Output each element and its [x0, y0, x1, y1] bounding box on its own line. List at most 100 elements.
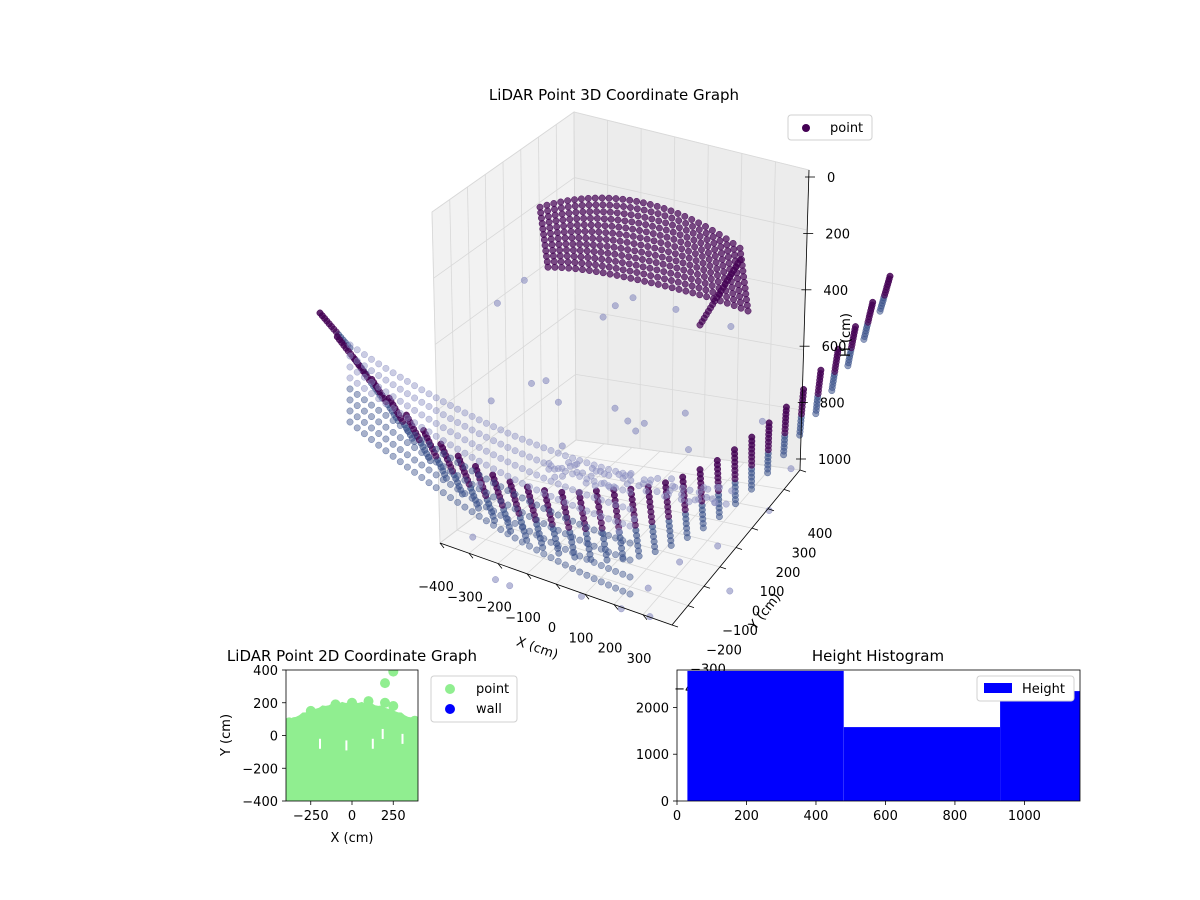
point-3d [687, 268, 695, 276]
point-3d [678, 245, 686, 253]
point-3d [743, 296, 750, 304]
point-3d [411, 456, 419, 464]
point-3d [728, 283, 736, 291]
point-3d [702, 229, 710, 237]
point-3d [630, 240, 638, 248]
x-tick-mark [584, 594, 590, 600]
point-3d [722, 500, 730, 508]
point-3d [594, 221, 602, 229]
point-3d [654, 474, 662, 482]
point-3d [736, 298, 744, 306]
point-3d [368, 424, 375, 432]
point-3d [469, 533, 477, 541]
point-3d [734, 275, 741, 283]
point-3d [561, 499, 569, 506]
point-3d [497, 469, 505, 477]
point-3d [493, 299, 501, 307]
point-3d [743, 301, 751, 309]
chart-3d: LiDAR Point 3D Coordinate Graph −400−300… [316, 86, 894, 697]
point-3d [671, 483, 679, 491]
point-3d [629, 232, 637, 240]
point-3d [439, 463, 447, 471]
point-3d [569, 533, 577, 541]
x-tick-label-hist: 0 [673, 809, 681, 824]
point-3d [557, 204, 565, 212]
point-3d [528, 379, 535, 387]
point-3d [689, 229, 697, 237]
point-3d [658, 253, 666, 261]
point-3d [577, 253, 585, 261]
point-3d [554, 398, 562, 406]
point-3d [649, 230, 657, 238]
point-3d [489, 471, 497, 479]
point-3d [706, 262, 714, 270]
point-3d [765, 419, 773, 427]
point-3d [518, 479, 526, 487]
point-3d [605, 581, 612, 589]
point-3d [597, 496, 605, 504]
point-3d [632, 254, 639, 262]
y-tick-mark [799, 469, 807, 473]
point-3d [425, 403, 433, 410]
point-3d [589, 241, 597, 249]
point-3d [729, 290, 737, 297]
point-3d [660, 205, 668, 212]
point-3d [737, 250, 745, 258]
point-3d [695, 226, 703, 234]
point-3d [723, 299, 731, 307]
point-3d [454, 485, 462, 493]
point-3d [716, 483, 724, 491]
point-3d [560, 228, 568, 236]
point-3d [718, 249, 725, 257]
legend-2d: point wall [430, 675, 518, 723]
point-3d [626, 505, 634, 513]
point-3d [368, 401, 375, 409]
point-3d [418, 423, 426, 431]
point-3d [712, 258, 720, 266]
point-3d [681, 280, 689, 288]
point-3d [333, 333, 341, 341]
point-3d [526, 483, 533, 491]
point-3d [573, 215, 581, 223]
point-3d [584, 254, 592, 261]
point-3d [647, 208, 655, 216]
point-3d [671, 243, 679, 251]
point-3d [585, 201, 593, 209]
point-3d [360, 396, 368, 404]
point-3d [580, 221, 588, 229]
legend-3d: point [787, 114, 873, 141]
point-3d [716, 237, 724, 245]
point-3d [461, 409, 469, 417]
point-3d [346, 341, 354, 349]
legend-hist-swatch [984, 683, 1012, 693]
point-3d [555, 240, 563, 248]
point-3d [625, 260, 633, 268]
point-3d [597, 248, 605, 256]
y-tick-mark [751, 527, 759, 531]
point-3d [360, 418, 368, 426]
point-3d [625, 253, 633, 261]
point-2d [380, 678, 390, 689]
point-3d [707, 269, 715, 276]
gap [371, 738, 374, 749]
point-3d [649, 222, 656, 230]
point-3d [551, 465, 559, 473]
point-3d [411, 419, 419, 427]
point-3d [650, 237, 658, 245]
point-3d [553, 229, 561, 237]
point-2d [305, 705, 316, 716]
point-3d [681, 273, 688, 281]
y-tick-mark [735, 547, 743, 550]
point-3d [598, 262, 606, 270]
point-3d [551, 263, 559, 271]
point-3d [554, 480, 562, 488]
point-3d [558, 464, 566, 472]
point-3d [437, 440, 445, 448]
point-3d [396, 385, 404, 393]
x-tick-label: −400 [418, 580, 454, 595]
point-3d [396, 373, 404, 381]
point-3d [605, 565, 612, 572]
point-3d [639, 480, 647, 488]
point-3d [375, 372, 383, 379]
point-3d [558, 488, 566, 496]
